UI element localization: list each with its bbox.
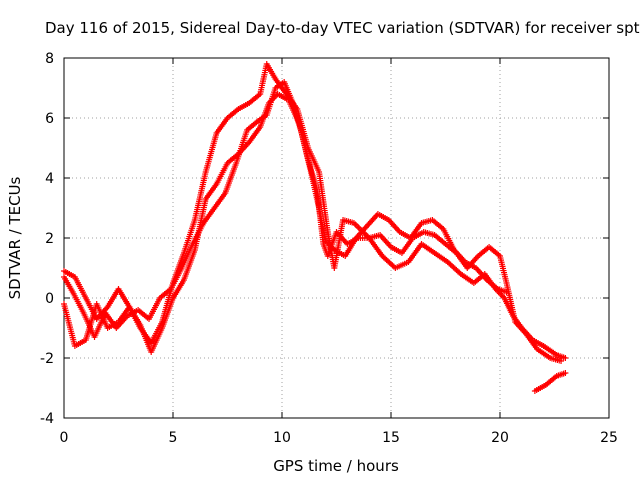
x-tick-label: 0	[60, 430, 69, 446]
axis-ticks: 0 5 10 15 20 25 -4 -2 0 2 4 6 8	[40, 51, 618, 446]
series-line	[63, 81, 508, 338]
y-tick-label: 6	[45, 111, 54, 127]
x-tick-label: 20	[491, 430, 509, 446]
series-line	[63, 63, 562, 362]
y-tick-label: -2	[40, 351, 54, 367]
x-tick-label: 25	[600, 430, 618, 446]
y-axis-label: SDTVAR / TECUs	[6, 176, 24, 299]
series-markers	[61, 91, 569, 361]
series-2	[61, 91, 569, 361]
y-tick-label: 0	[45, 291, 54, 307]
series-4	[531, 370, 569, 394]
y-tick-label: 8	[45, 51, 54, 67]
chart-title: Day 116 of 2015, Sidereal Day-to-day VTE…	[45, 19, 640, 37]
series-markers	[531, 370, 569, 394]
x-tick-label: 10	[273, 430, 291, 446]
y-tick-label: -4	[40, 411, 54, 427]
data-series	[61, 61, 569, 394]
series-3	[61, 79, 510, 340]
x-axis-label: GPS time / hours	[273, 457, 399, 475]
x-tick-label: 5	[169, 430, 178, 446]
series-line	[63, 93, 567, 359]
y-tick-label: 2	[45, 231, 54, 247]
y-tick-label: 4	[45, 171, 54, 187]
x-tick-label: 15	[382, 430, 400, 446]
